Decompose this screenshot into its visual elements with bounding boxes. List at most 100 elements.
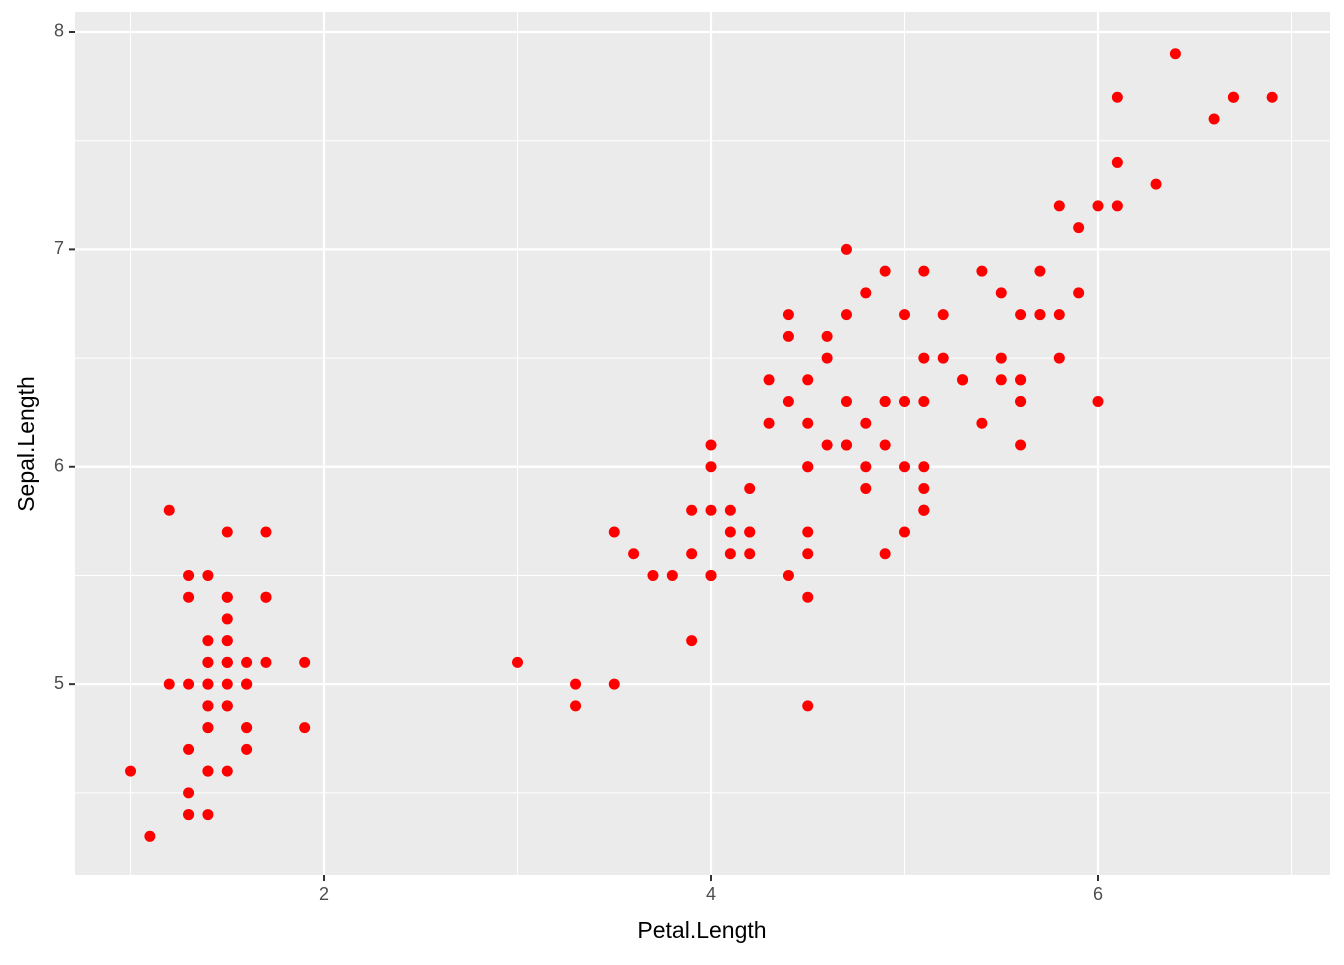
point bbox=[802, 591, 814, 603]
point bbox=[1150, 178, 1162, 190]
point bbox=[299, 656, 311, 668]
point bbox=[1034, 265, 1046, 277]
point bbox=[821, 439, 833, 451]
point bbox=[840, 396, 852, 408]
point bbox=[1015, 396, 1027, 408]
point bbox=[802, 548, 814, 560]
point bbox=[221, 591, 233, 603]
point bbox=[976, 265, 988, 277]
point bbox=[802, 526, 814, 538]
point bbox=[202, 809, 214, 821]
point bbox=[937, 309, 949, 321]
point bbox=[802, 461, 814, 473]
point bbox=[1111, 200, 1123, 212]
point bbox=[899, 396, 911, 408]
point bbox=[202, 656, 214, 668]
point bbox=[744, 526, 756, 538]
point bbox=[202, 678, 214, 690]
point bbox=[183, 678, 195, 690]
point bbox=[163, 678, 175, 690]
point bbox=[705, 569, 717, 581]
point bbox=[666, 569, 678, 581]
point bbox=[1034, 309, 1046, 321]
point bbox=[1266, 91, 1278, 103]
panel bbox=[75, 12, 1330, 875]
point bbox=[1169, 48, 1181, 60]
point bbox=[202, 765, 214, 777]
point bbox=[918, 396, 930, 408]
point bbox=[860, 287, 872, 299]
point bbox=[608, 678, 620, 690]
point bbox=[221, 613, 233, 625]
point bbox=[995, 374, 1007, 386]
point bbox=[763, 417, 775, 429]
point bbox=[821, 352, 833, 364]
point bbox=[1053, 200, 1065, 212]
point bbox=[899, 309, 911, 321]
point bbox=[744, 482, 756, 494]
point bbox=[512, 656, 524, 668]
point bbox=[686, 504, 698, 516]
point bbox=[183, 569, 195, 581]
point bbox=[1015, 309, 1027, 321]
point bbox=[782, 396, 794, 408]
point bbox=[705, 461, 717, 473]
y-tick-label: 5 bbox=[54, 673, 64, 693]
point bbox=[570, 678, 582, 690]
point bbox=[163, 504, 175, 516]
point bbox=[899, 461, 911, 473]
point bbox=[241, 656, 253, 668]
point bbox=[1015, 374, 1027, 386]
point bbox=[879, 439, 891, 451]
point bbox=[763, 374, 775, 386]
point bbox=[821, 330, 833, 342]
point bbox=[183, 743, 195, 755]
point bbox=[221, 678, 233, 690]
point bbox=[183, 591, 195, 603]
x-tick-label: 2 bbox=[319, 884, 329, 904]
point bbox=[202, 700, 214, 712]
point bbox=[221, 656, 233, 668]
point bbox=[937, 352, 949, 364]
point bbox=[782, 569, 794, 581]
y-axis-title: Sepal.Length bbox=[13, 376, 39, 512]
point bbox=[860, 417, 872, 429]
point bbox=[202, 569, 214, 581]
point bbox=[183, 787, 195, 799]
point bbox=[860, 461, 872, 473]
point bbox=[802, 374, 814, 386]
point bbox=[647, 569, 659, 581]
point bbox=[918, 265, 930, 277]
point bbox=[782, 330, 794, 342]
point bbox=[840, 309, 852, 321]
point bbox=[724, 504, 736, 516]
point bbox=[144, 830, 156, 842]
point bbox=[840, 243, 852, 255]
point bbox=[202, 722, 214, 734]
point bbox=[782, 309, 794, 321]
point bbox=[879, 548, 891, 560]
point bbox=[879, 265, 891, 277]
point bbox=[860, 482, 872, 494]
point bbox=[802, 700, 814, 712]
point bbox=[125, 765, 137, 777]
point bbox=[608, 526, 620, 538]
x-axis-title: Petal.Length bbox=[637, 917, 766, 943]
point bbox=[241, 678, 253, 690]
point bbox=[1092, 200, 1104, 212]
point bbox=[183, 809, 195, 821]
point bbox=[686, 635, 698, 647]
point bbox=[1073, 287, 1085, 299]
point bbox=[299, 722, 311, 734]
y-tick-label: 6 bbox=[54, 456, 64, 476]
point bbox=[221, 635, 233, 647]
point bbox=[899, 526, 911, 538]
x-tick-label: 6 bbox=[1093, 884, 1103, 904]
point bbox=[241, 743, 253, 755]
point bbox=[221, 526, 233, 538]
point bbox=[918, 352, 930, 364]
point bbox=[1111, 91, 1123, 103]
point bbox=[802, 417, 814, 429]
point bbox=[957, 374, 969, 386]
point bbox=[570, 700, 582, 712]
